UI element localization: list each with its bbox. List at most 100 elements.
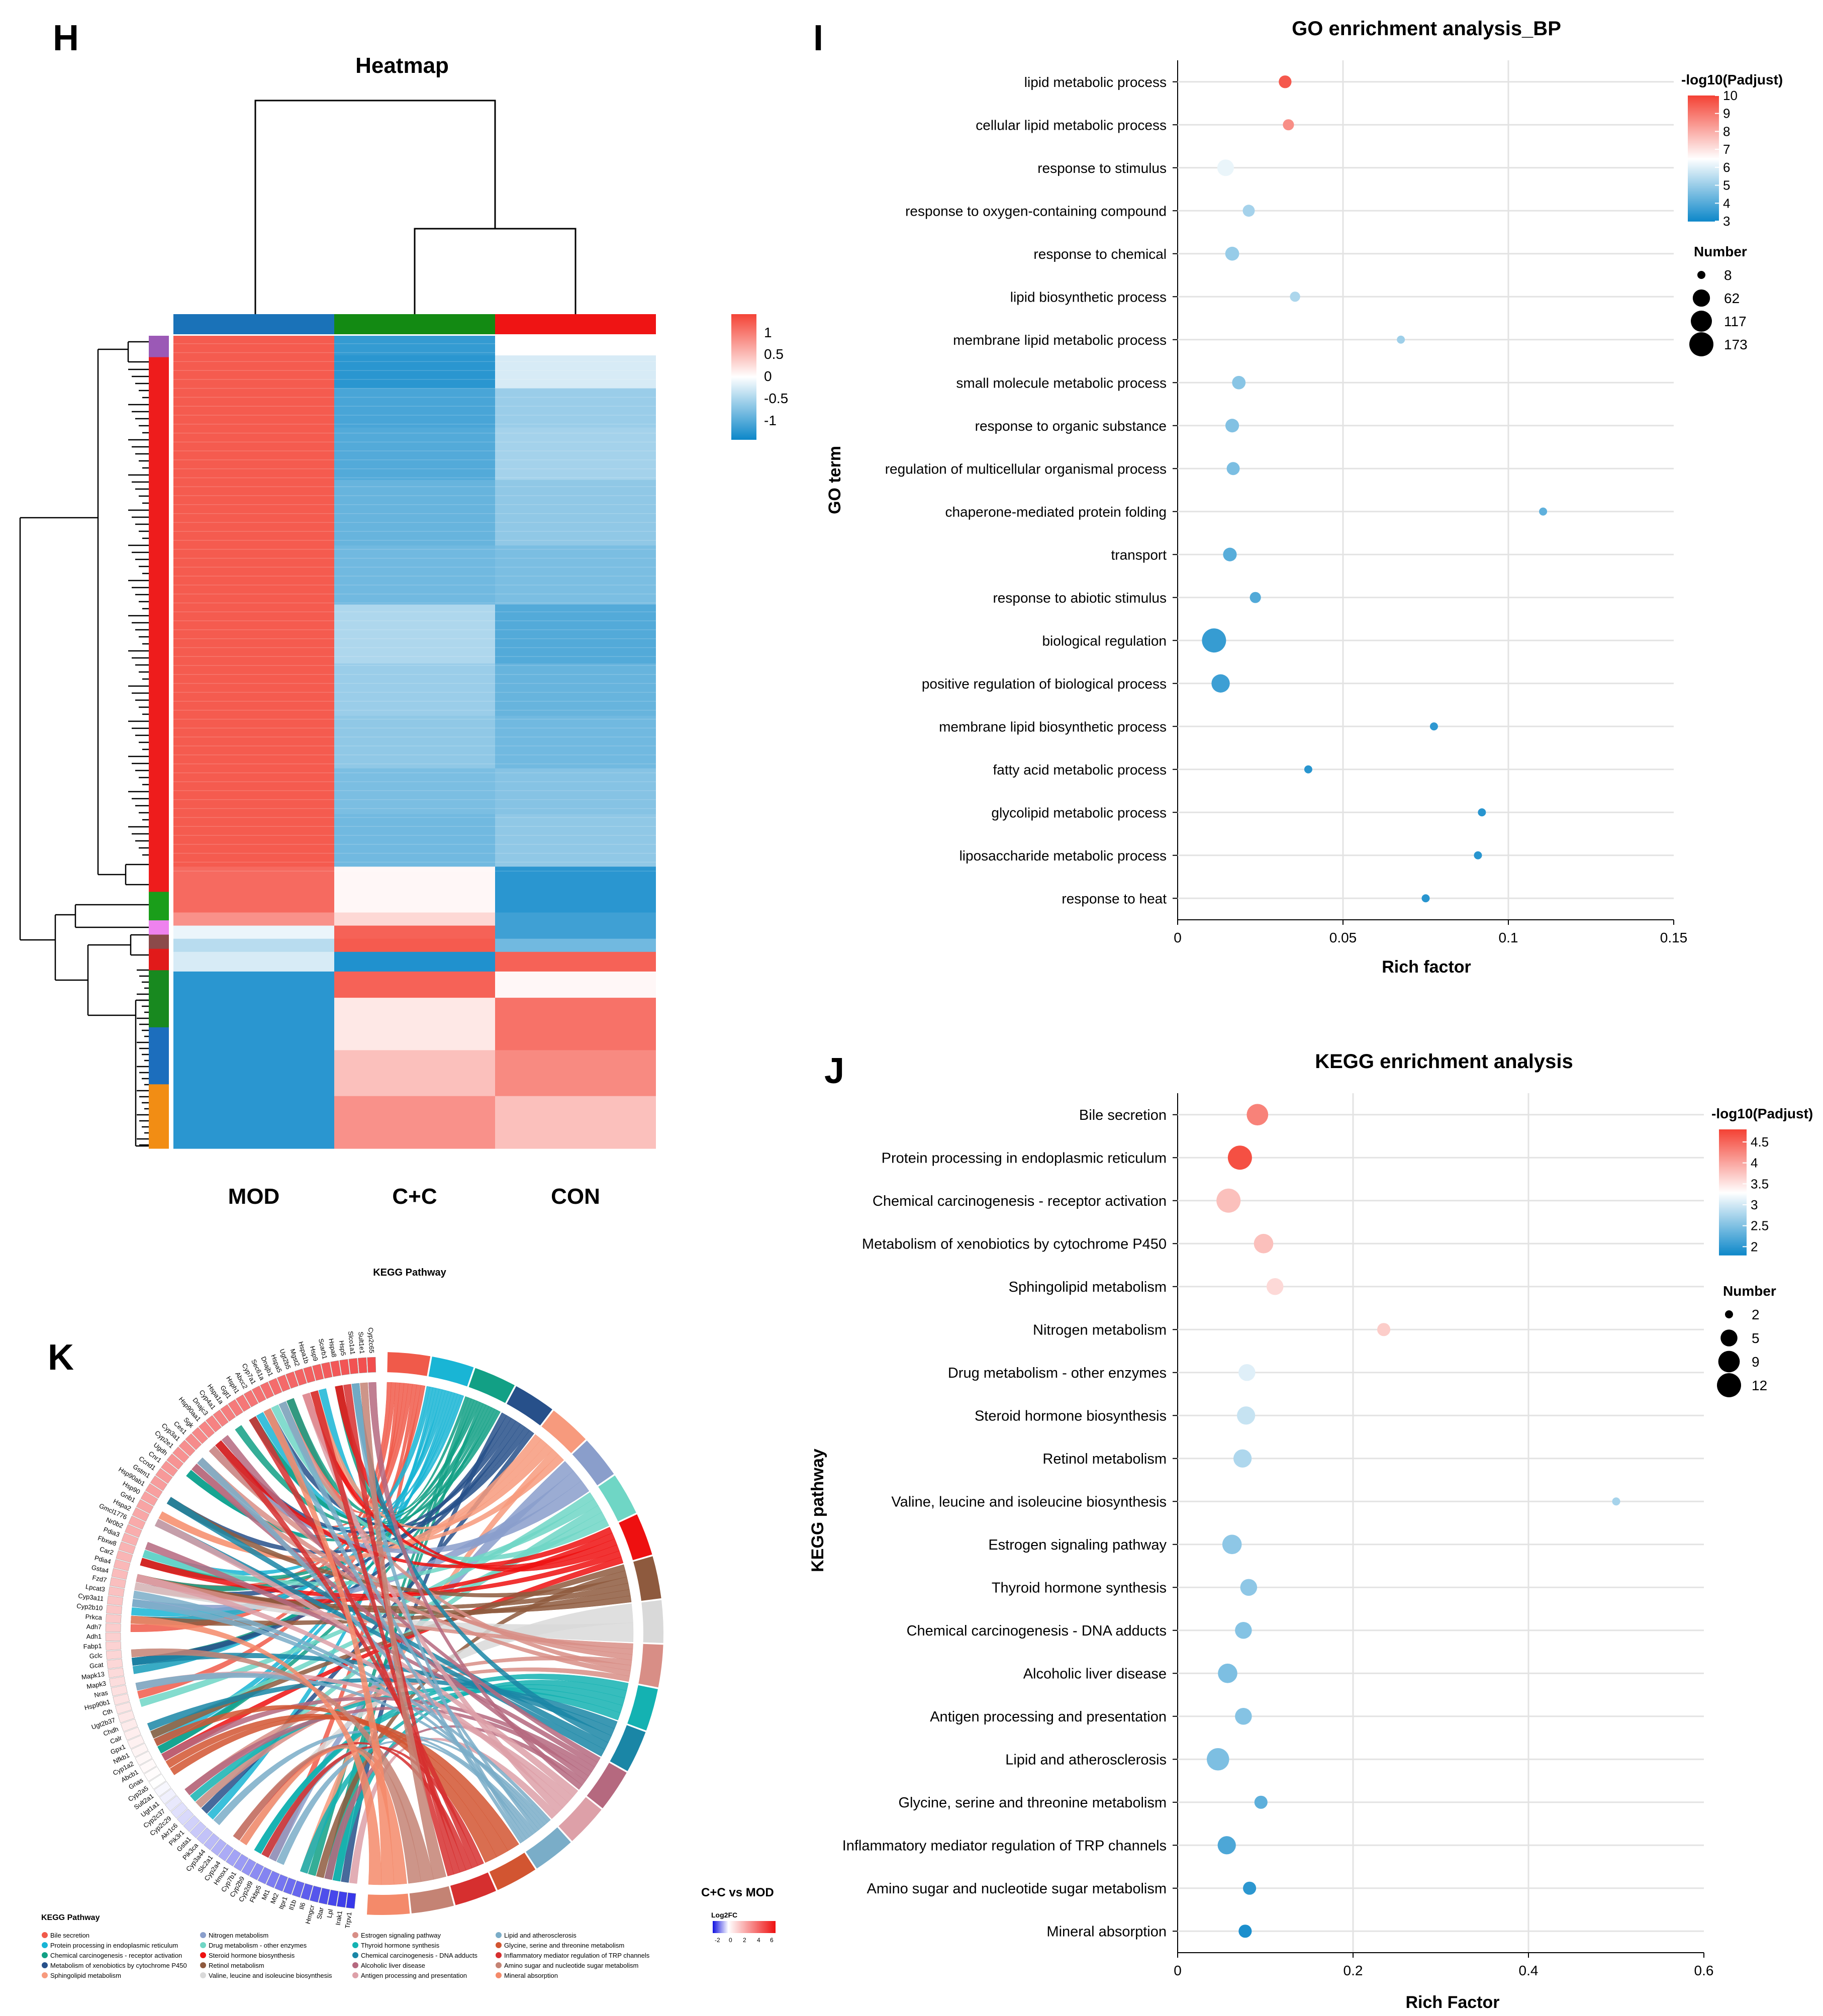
color-legend-band — [1688, 192, 1719, 194]
color-legend-band — [1719, 1253, 1747, 1255]
gene-arc — [249, 1863, 264, 1880]
color-legend-band — [1688, 148, 1719, 150]
y-tick-label: Estrogen signaling pathway — [988, 1537, 1167, 1553]
color-legend-band — [1688, 97, 1719, 99]
gene-label: Star — [315, 1906, 325, 1920]
color-legend-band — [1688, 141, 1719, 143]
heatmap-cell — [334, 545, 495, 605]
heatmap-cell — [173, 388, 334, 428]
data-point — [1222, 1534, 1242, 1555]
heatmap-cell — [495, 951, 656, 972]
chord-legend-label: Metabolism of xenobiotics by cytochrome … — [50, 1962, 187, 1969]
group-color-bar — [173, 314, 656, 334]
x-tick-label: 0.05 — [1329, 930, 1357, 945]
kegg-x-axis-label: Rich Factor — [1405, 1993, 1499, 2012]
plot-background — [1178, 1093, 1704, 1953]
heatmap-row-line — [173, 343, 656, 344]
color-legend-band — [1688, 214, 1719, 216]
chord-legend-label: Antigen processing and presentation — [361, 1972, 467, 1979]
color-legend-band — [1719, 1171, 1747, 1173]
heatmap-row-line — [173, 594, 656, 595]
pathway-arc — [627, 1685, 658, 1731]
gene-label: Hsp9 — [309, 1345, 320, 1362]
gene-arc — [108, 1667, 125, 1678]
heatmap-colorbar — [731, 314, 756, 440]
gene-arc — [105, 1623, 121, 1632]
heatmap-row-line — [173, 799, 656, 800]
row-cluster-block — [149, 892, 169, 921]
gene-label: Cyp3a11 — [78, 1592, 105, 1602]
color-legend-band — [1719, 1238, 1747, 1240]
heatmap-cell — [495, 768, 656, 815]
color-legend-band — [1688, 172, 1719, 174]
gene-arc — [218, 1844, 234, 1862]
y-tick-label: Protein processing in endoplasmic reticu… — [882, 1150, 1167, 1166]
color-legend-band — [1719, 1243, 1747, 1245]
color-legend-band — [1688, 215, 1719, 217]
color-legend-band — [1688, 201, 1719, 203]
y-tick-label: Alcoholic liver disease — [1023, 1666, 1167, 1682]
gene-arc — [191, 1427, 209, 1444]
kegg-plot-area: 0 0.2 0.4 0.6 Bile secretion Protein processi… — [842, 1093, 1713, 1978]
y-tick-label: response to stimulus — [1037, 160, 1167, 176]
color-legend-band — [1688, 182, 1719, 184]
heatmap-cell — [495, 912, 656, 926]
gene-arc — [327, 1889, 339, 1906]
panel-i-letter: I — [813, 18, 823, 58]
data-point — [1235, 1707, 1252, 1725]
heatmap-cell — [495, 1096, 656, 1149]
color-legend-band — [1688, 118, 1719, 120]
gene-arc — [257, 1867, 272, 1884]
color-legend-band — [1719, 1160, 1747, 1162]
y-tick-label: lipid biosynthetic process — [1010, 289, 1167, 305]
color-legend-band — [1719, 1198, 1747, 1200]
color-legend-band — [1719, 1157, 1747, 1159]
data-point — [1216, 1188, 1241, 1213]
pathway-arc — [610, 1725, 646, 1771]
panel-h-heatmap: H Heatmap MOD C+C CON — [19, 18, 788, 1209]
gene-arc — [154, 1781, 171, 1797]
heatmap-cell — [334, 912, 495, 926]
gene-arc — [183, 1815, 200, 1832]
fc-colorbar-tick: 6 — [770, 1937, 774, 1944]
y-tick-label: small molecule metabolic process — [956, 375, 1167, 391]
data-point — [1377, 1323, 1391, 1336]
gene-arc — [205, 1415, 222, 1432]
data-point — [1233, 1449, 1252, 1468]
heatmap-cell — [173, 814, 334, 867]
chord-legend-label: Bile secretion — [50, 1932, 89, 1939]
color-legend-band — [1719, 1207, 1747, 1209]
chord-ribbon — [221, 1435, 601, 1763]
color-legend-band — [1688, 103, 1719, 105]
heatmap-colorbar-ticks: 1 0.5 0 -0.5 -1 — [764, 325, 788, 428]
chord-legend-label: Lipid and atherosclerosis — [504, 1932, 577, 1939]
color-legend-band — [1688, 176, 1719, 178]
y-tick-label: response to oxygen-containing compound — [905, 203, 1167, 219]
group-bar-mod — [173, 314, 334, 334]
data-point — [1217, 1836, 1236, 1855]
gene-arc — [357, 1357, 367, 1374]
color-legend-band — [1719, 1195, 1747, 1197]
x-tick-label: 0 — [1174, 930, 1182, 945]
size-legend-dot — [1692, 289, 1710, 307]
y-tick-label: response to heat — [1062, 891, 1167, 906]
color-legend-band — [1688, 204, 1719, 206]
color-legend-band — [1688, 177, 1719, 179]
gene-arc — [292, 1880, 305, 1898]
heatmap-colorbar-tick: 0.5 — [764, 346, 784, 362]
heatmap-title: Heatmap — [355, 53, 449, 78]
gene-arc — [107, 1659, 123, 1669]
gene-arc — [367, 1357, 376, 1373]
heatmap-cell — [495, 479, 656, 546]
gene-arc — [294, 1368, 307, 1386]
gene-label: Il1b — [287, 1899, 298, 1911]
color-legend-band — [1688, 191, 1719, 193]
y-tick-label: membrane lipid metabolic process — [953, 332, 1167, 348]
color-legend-band — [1719, 1178, 1747, 1180]
color-legend-band — [1719, 1147, 1747, 1149]
chord-legend-label: Estrogen signaling pathway — [361, 1932, 441, 1939]
heatmap-cell — [334, 951, 495, 972]
y-tick-label: Inflammatory mediator regulation of TRP … — [842, 1838, 1167, 1854]
chord-legend-label: Mineral absorption — [504, 1972, 558, 1979]
gene-label: Hspa8 — [327, 1338, 338, 1358]
